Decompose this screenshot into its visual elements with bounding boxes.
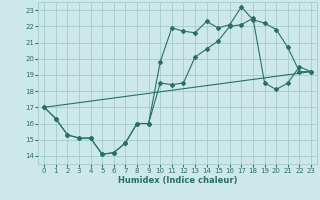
X-axis label: Humidex (Indice chaleur): Humidex (Indice chaleur) bbox=[118, 176, 237, 185]
